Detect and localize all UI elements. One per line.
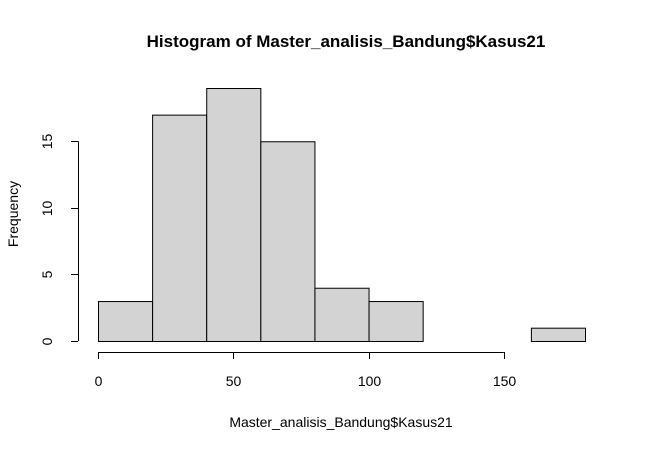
y-tick-label-5: 5: [39, 270, 55, 278]
histogram-bar-8: [530, 327, 587, 342]
histogram-bar-4: [314, 287, 370, 343]
histogram-bar-3: [260, 141, 316, 342]
x-tick-label-100: 100: [358, 373, 382, 389]
x-tick-label-150: 150: [493, 373, 517, 389]
histogram-bar-0: [98, 301, 154, 343]
histogram-bar-1: [152, 114, 208, 342]
y-axis-label: Frequency: [5, 181, 21, 247]
y-tick-label-10: 10: [39, 201, 55, 217]
x-tick-label-50: 50: [226, 373, 242, 389]
chart-title: Histogram of Master_analisis_Bandung$Kas…: [147, 32, 546, 51]
bars-group: [98, 88, 587, 343]
x-axis-label: Master_analisis_Bandung$Kasus21: [229, 414, 453, 430]
x-tick-label-0: 0: [95, 373, 103, 389]
y-axis: 0 5 10 15: [39, 134, 79, 345]
histogram-bar-5: [368, 301, 424, 343]
x-axis: 0 50 100 150: [95, 352, 517, 389]
histogram-bar-2: [206, 88, 262, 342]
y-tick-label-15: 15: [39, 134, 55, 150]
y-tick-label-0: 0: [39, 337, 55, 345]
